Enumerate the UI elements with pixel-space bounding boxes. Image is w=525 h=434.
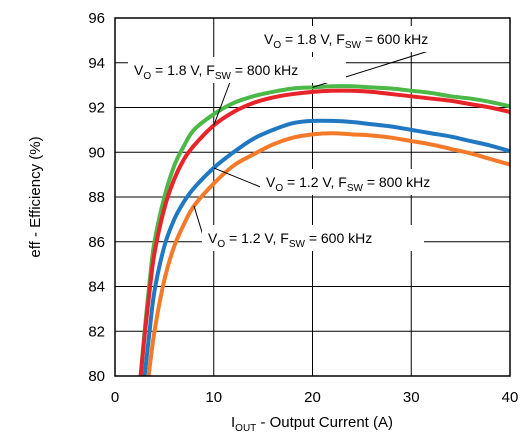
annotation-v18-800: VO = 1.8 V, FSW = 800 kHz [134, 62, 298, 82]
y-tick-label: 94 [88, 55, 105, 72]
y-tick-label: 82 [88, 323, 105, 340]
y-tick-labels: 80 82 84 86 88 90 92 94 96 [88, 10, 105, 385]
series-line-v12-600 [146, 131, 510, 376]
series-group [138, 84, 510, 376]
annotation-bg-v18-600 [258, 26, 470, 52]
y-tick-label: 86 [88, 234, 105, 251]
y-tick-label: 80 [88, 368, 105, 385]
y-tick-label: 90 [88, 144, 105, 161]
series-line-v18-800 [138, 88, 510, 376]
y-tick-label: 92 [88, 100, 105, 117]
y-tick-label: 88 [88, 189, 105, 206]
x-axis-label: IOUT - Output Current (A) [231, 414, 393, 434]
x-tick-label: 40 [502, 389, 519, 406]
leader-line-v18-800 [213, 81, 231, 126]
plot-frame [114, 17, 511, 377]
x-tick-label: 20 [304, 389, 321, 406]
series-line-v18-600 [138, 84, 510, 376]
series-line-v12-800 [142, 118, 510, 376]
x-tick-label: 0 [111, 389, 119, 406]
y-tick-label: 84 [88, 279, 105, 296]
annotation-v12-800: VO = 1.2 V, FSW = 800 kHz [266, 174, 430, 194]
annotation-v18-600: VO = 1.8 V, FSW = 600 kHz [264, 31, 428, 51]
annotation-bg-v12-600 [202, 225, 424, 251]
annotations-group: VO = 1.8 V, FSW = 600 kHz VO = 1.8 V, FSW… [128, 26, 472, 251]
annotation-v12-600: VO = 1.2 V, FSW = 600 kHz [208, 230, 372, 250]
annotation-bg-v18-800 [128, 57, 346, 83]
x-tick-labels: 0 10 20 30 40 [111, 389, 519, 406]
leader-line-v12-800 [213, 167, 264, 189]
y-axis-label: eff - Efficiency (%) [27, 136, 44, 257]
y-tick-label: 96 [88, 10, 105, 27]
annotation-bg-v12-800 [260, 169, 472, 195]
x-tick-label: 30 [403, 389, 420, 406]
x-tick-label: 10 [205, 389, 222, 406]
